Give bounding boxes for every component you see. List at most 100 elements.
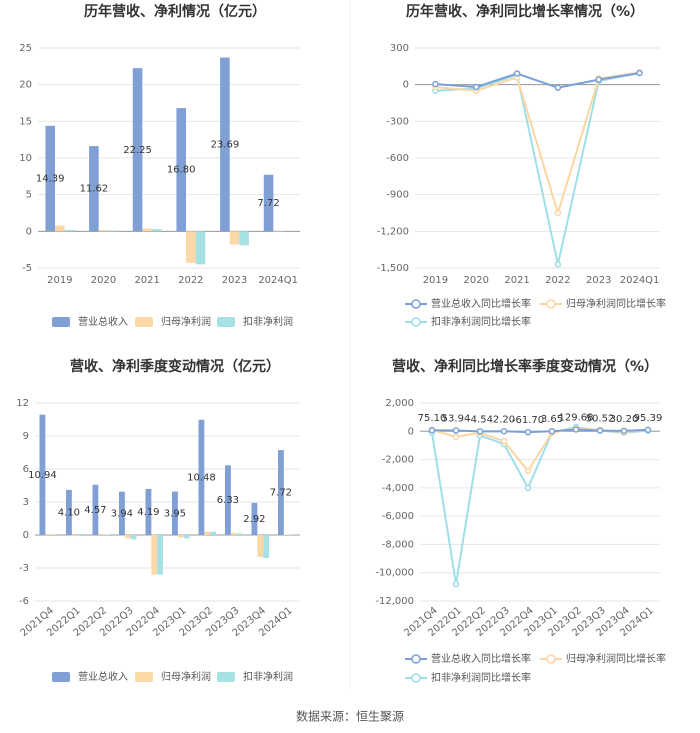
point <box>452 580 460 588</box>
legend-label: 归母净利润 <box>161 670 211 683</box>
point <box>554 209 562 217</box>
point <box>595 76 602 83</box>
x-tick-label: 2021 <box>134 275 159 286</box>
bar <box>151 535 158 575</box>
legend-swatch <box>217 672 235 682</box>
value-label: 129.68 <box>559 412 594 423</box>
legend-label: 归母净利润 <box>161 315 211 328</box>
bar <box>130 535 137 540</box>
y-tick-label: 3 <box>23 497 29 508</box>
legend-label: 营业总收入 <box>78 315 128 328</box>
legend-marker <box>411 299 421 309</box>
point <box>513 70 521 77</box>
bar <box>257 535 264 557</box>
bar <box>64 229 75 232</box>
line <box>431 428 649 434</box>
legend-marker <box>411 654 421 664</box>
bar <box>263 535 269 559</box>
y-tick-label: -600 <box>386 153 409 164</box>
y-tick-label: 9 <box>23 431 29 442</box>
bar <box>66 489 72 535</box>
y-tick-label: -6,000 <box>382 511 414 522</box>
bar <box>124 535 131 539</box>
point <box>636 69 643 77</box>
value-label: 7.72 <box>270 488 292 499</box>
bar <box>132 68 143 232</box>
bar <box>55 225 65 232</box>
x-tick-label: 2021 <box>504 275 529 286</box>
footer: 数据来源：恒生聚源 <box>296 709 404 724</box>
y-tick-label: -300 <box>386 116 409 127</box>
y-tick-label: 0 <box>26 226 32 237</box>
x-tick-label: 2024Q1 <box>620 275 660 286</box>
point <box>554 261 562 268</box>
y-tick-label: -5 <box>22 263 32 274</box>
point <box>572 426 580 433</box>
value-label: 30.20 <box>610 414 639 425</box>
chart-title: 营收、净利同比增长率季度变动情况（%） <box>392 358 658 375</box>
point <box>473 83 480 91</box>
bar <box>195 231 206 265</box>
value-label: -61.70 <box>512 415 544 426</box>
legend-label: 营业总收入 <box>78 670 128 683</box>
value-label: 75.10 <box>418 413 447 424</box>
y-tick-label: -8,000 <box>382 539 414 550</box>
value-label: 4.57 <box>84 505 106 516</box>
point <box>596 427 604 434</box>
point <box>452 427 460 434</box>
legend-label: 扣非净利润 <box>243 315 293 328</box>
legend-label: 扣非净利润同比增长率 <box>431 315 531 328</box>
bar <box>92 484 99 535</box>
bar <box>220 57 230 232</box>
point <box>554 84 562 91</box>
line <box>431 427 649 473</box>
x-tick-label: 2023 <box>222 275 247 286</box>
bar <box>177 535 184 538</box>
legend-marker <box>546 654 556 664</box>
bar <box>119 491 125 535</box>
legend-swatch <box>52 672 70 682</box>
x-tick-label: 2019 <box>423 275 448 286</box>
point <box>620 427 628 435</box>
bar <box>45 125 56 232</box>
bar <box>142 228 152 232</box>
bar <box>172 491 178 535</box>
point <box>428 426 436 434</box>
y-tick-label: -12,000 <box>375 596 414 607</box>
legend-marker <box>411 673 421 683</box>
legend-label: 营业总收入同比增长率 <box>431 652 531 665</box>
value-label: 22.25 <box>123 145 152 156</box>
value-label: 16.80 <box>167 165 196 176</box>
bar <box>51 534 57 535</box>
bar <box>204 531 211 535</box>
point <box>500 437 508 445</box>
bar <box>89 146 99 232</box>
bar <box>176 108 187 232</box>
bar <box>145 488 152 535</box>
y-tick-label: -1,200 <box>377 226 409 237</box>
legend-label: 归母净利润同比增长率 <box>566 297 666 310</box>
bar <box>98 229 109 232</box>
value-label: 10.94 <box>28 470 57 481</box>
point <box>500 428 508 435</box>
y-tick-label: 25 <box>19 43 32 54</box>
y-tick-label: -3 <box>19 563 29 574</box>
point <box>524 428 532 436</box>
legend-swatch <box>135 672 153 682</box>
y-tick-label: 20 <box>19 80 32 91</box>
bar <box>198 419 205 535</box>
y-tick-label: 0 <box>403 80 409 91</box>
bar <box>210 531 216 535</box>
value-label: 3.65 <box>541 414 563 425</box>
chart-title: 营收、净利季度变动情况（亿元） <box>70 358 280 375</box>
bar <box>45 533 52 535</box>
value-label: 14.39 <box>36 174 65 185</box>
value-label: 10.48 <box>187 472 216 483</box>
y-tick-label: -900 <box>386 190 409 201</box>
bar <box>263 174 274 232</box>
bar <box>183 535 190 539</box>
legend-marker <box>411 317 421 327</box>
chart-title: 历年营收、净利同比增长率情况（%） <box>406 3 644 20</box>
y-tick-label: 12 <box>16 398 29 409</box>
